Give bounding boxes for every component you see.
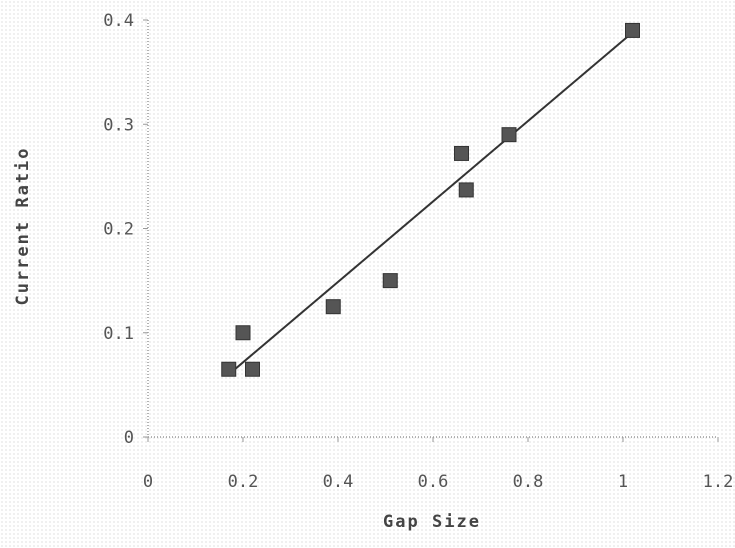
x-tick-label: 0 (143, 472, 153, 492)
data-point (501, 127, 517, 143)
x-tick-label: 0.4 (323, 472, 354, 492)
x-tick-label: 0.8 (513, 472, 544, 492)
x-axis-ticks: 0 0.2 0.4 0.6 0.8 1 1.2 (143, 437, 733, 492)
y-tick-label: 0.4 (103, 11, 134, 31)
x-axis-title: Gap Size (383, 512, 481, 532)
data-point (245, 361, 260, 377)
y-tick-label: 0 (124, 428, 134, 448)
y-axis-ticks: 0 0.1 0.2 0.3 0.4 (103, 11, 148, 448)
data-point (221, 361, 237, 377)
x-tick-label: 0.2 (228, 472, 259, 492)
y-tick-label: 0.3 (103, 115, 134, 135)
x-tick-label: 0.6 (418, 472, 449, 492)
data-points (221, 22, 640, 377)
data-point (454, 145, 469, 161)
data-point (458, 182, 474, 198)
x-tick-label: 1 (618, 472, 628, 492)
x-tick-label: 1.2 (703, 472, 734, 492)
data-point (625, 22, 640, 38)
data-point (325, 299, 341, 315)
y-axis-title: Current Ratio (13, 146, 33, 305)
data-point (382, 273, 398, 289)
y-tick-label: 0.2 (103, 220, 134, 240)
trendline-layer (228, 31, 634, 376)
data-point (235, 325, 251, 341)
trendline (228, 31, 634, 376)
y-tick-label: 0.1 (103, 324, 134, 344)
